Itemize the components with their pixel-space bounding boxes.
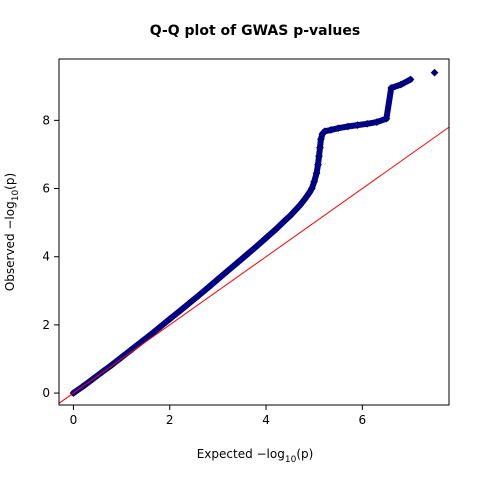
- plot-frame: [58, 58, 450, 406]
- data-point: [363, 119, 372, 128]
- data-point: [353, 121, 362, 130]
- data-point: [372, 118, 381, 127]
- y-axis-label-suffix: (p): [3, 173, 17, 190]
- data-point: [175, 307, 184, 316]
- x-tick-label: 4: [262, 413, 270, 427]
- y-axis-label-subscript: 10: [11, 190, 21, 202]
- data-point: [406, 75, 415, 84]
- data-point: [165, 315, 174, 324]
- y-axis-label-prefix: Observed −log: [3, 201, 17, 291]
- data-point: [286, 211, 295, 220]
- data-point: [290, 206, 299, 215]
- data-point: [316, 143, 324, 152]
- y-tick-label: 2: [42, 318, 50, 332]
- reference-line: [59, 126, 449, 404]
- data-point: [295, 201, 304, 210]
- x-axis: 0 2 4 6: [70, 405, 367, 427]
- y-tick-label: 6: [42, 182, 50, 196]
- x-axis-label: Expected −log10(p): [197, 447, 314, 465]
- data-point: [382, 114, 391, 123]
- x-tick-label: 0: [70, 413, 78, 427]
- data-point: [281, 216, 290, 225]
- y-axis: 0 2 4 6 8: [42, 113, 59, 400]
- chart-title: Q-Q plot of GWAS p-values: [150, 23, 360, 39]
- data-point: [156, 322, 165, 331]
- data-point: [204, 283, 213, 292]
- x-axis-label-subscript: 10: [285, 455, 297, 465]
- data-point: [343, 122, 352, 131]
- x-tick-label: 2: [166, 413, 174, 427]
- y-tick-label: 0: [42, 386, 50, 400]
- plot-area: [59, 68, 449, 404]
- data-point: [310, 177, 319, 186]
- data-point: [314, 160, 322, 169]
- data-point: [334, 124, 343, 133]
- x-axis-label-prefix: Expected −log: [197, 447, 285, 461]
- data-point: [316, 135, 325, 144]
- y-axis-label: Observed −log10(p): [3, 173, 21, 291]
- data-point: [185, 299, 193, 308]
- data-point: [213, 275, 222, 284]
- data-point: [327, 125, 335, 134]
- data-point: [262, 234, 270, 242]
- data-point: [194, 291, 203, 300]
- y-tick-label: 8: [42, 113, 50, 127]
- data-point: [300, 195, 309, 204]
- data-point: [127, 345, 136, 354]
- data-point: [307, 184, 316, 193]
- data-point: [117, 353, 126, 362]
- data-point: [252, 242, 261, 251]
- x-tick-label: 6: [359, 413, 367, 427]
- x-axis-label-suffix: (p): [296, 447, 313, 461]
- y-tick-label: 4: [42, 250, 50, 264]
- data-point: [315, 152, 323, 161]
- data-point: [396, 80, 405, 89]
- data-point: [312, 169, 321, 178]
- data-point: [320, 127, 329, 136]
- data-point: [387, 84, 396, 92]
- data-point: [242, 250, 251, 259]
- data-point: [430, 68, 439, 77]
- data-point: [223, 267, 232, 275]
- data-point: [233, 258, 242, 267]
- data-point: [271, 225, 280, 234]
